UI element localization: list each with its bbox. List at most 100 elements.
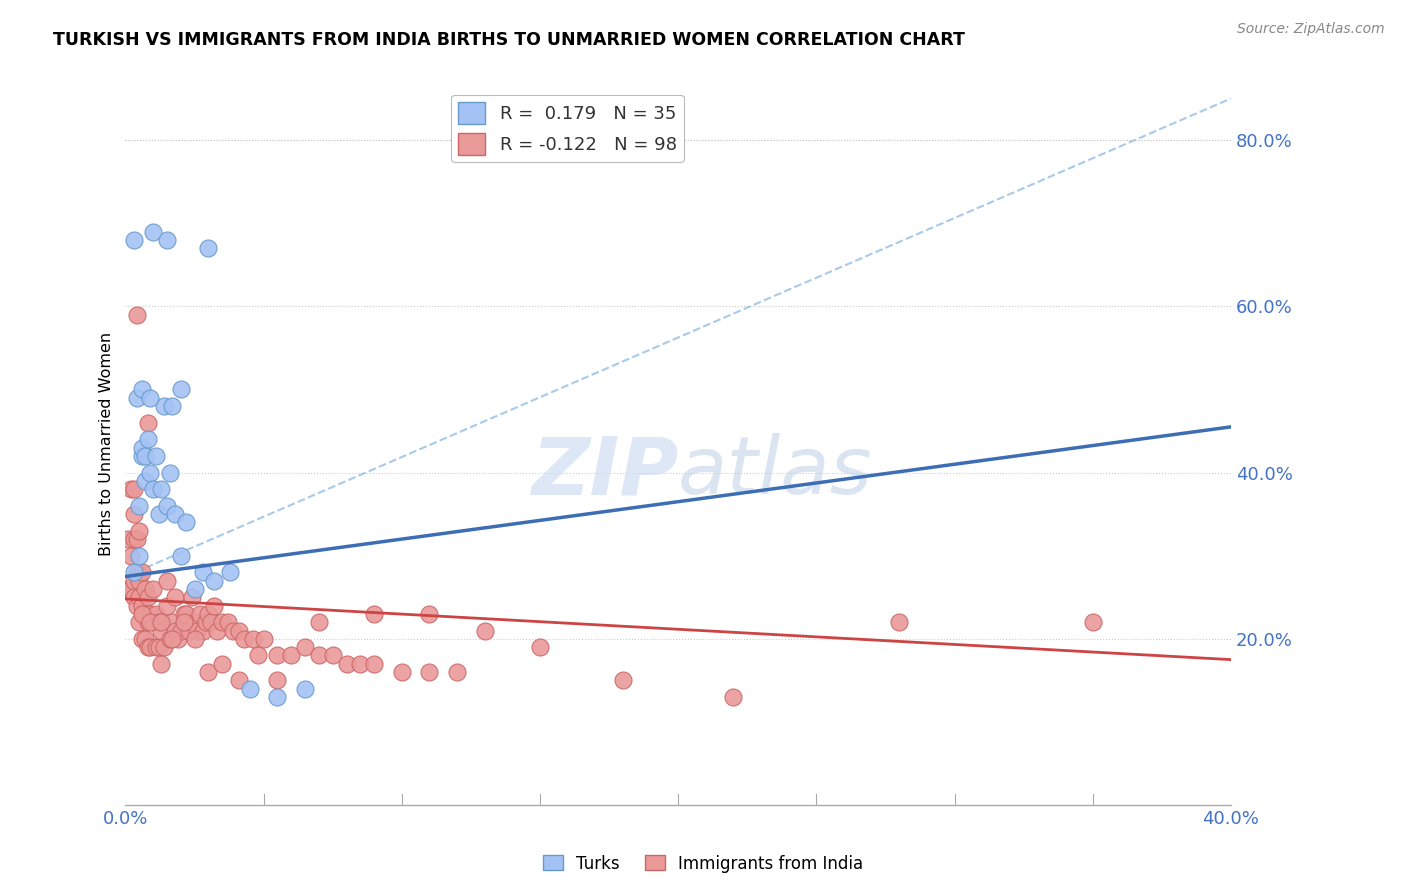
Point <box>162 615 184 630</box>
Point <box>120 582 142 596</box>
Point <box>150 482 173 496</box>
Point <box>308 615 330 630</box>
Point <box>122 507 145 521</box>
Point <box>142 225 165 239</box>
Point <box>280 648 302 663</box>
Point <box>294 640 316 654</box>
Point <box>131 599 153 613</box>
Point <box>162 399 184 413</box>
Point <box>219 566 242 580</box>
Point <box>150 624 173 638</box>
Point <box>242 632 264 646</box>
Text: ZIP: ZIP <box>531 434 678 511</box>
Point <box>253 632 276 646</box>
Point <box>142 482 165 496</box>
Point <box>335 657 357 671</box>
Point <box>156 574 179 588</box>
Point <box>145 607 167 621</box>
Point <box>156 499 179 513</box>
Point <box>202 599 225 613</box>
Point <box>183 582 205 596</box>
Point <box>294 681 316 696</box>
Point <box>139 466 162 480</box>
Point <box>177 624 200 638</box>
Point <box>136 591 159 605</box>
Point <box>159 632 181 646</box>
Point <box>145 449 167 463</box>
Point <box>170 549 193 563</box>
Text: TURKISH VS IMMIGRANTS FROM INDIA BIRTHS TO UNMARRIED WOMEN CORRELATION CHART: TURKISH VS IMMIGRANTS FROM INDIA BIRTHS … <box>53 31 966 49</box>
Point <box>134 582 156 596</box>
Text: atlas: atlas <box>678 434 873 511</box>
Point <box>349 657 371 671</box>
Point <box>134 607 156 621</box>
Point <box>125 599 148 613</box>
Point <box>188 607 211 621</box>
Point <box>173 607 195 621</box>
Point <box>125 532 148 546</box>
Point <box>136 416 159 430</box>
Point <box>197 607 219 621</box>
Point <box>156 233 179 247</box>
Point <box>363 657 385 671</box>
Point <box>128 549 150 563</box>
Point <box>228 673 250 688</box>
Point <box>211 615 233 630</box>
Point <box>266 648 288 663</box>
Point <box>197 665 219 679</box>
Point <box>191 624 214 638</box>
Point <box>217 615 239 630</box>
Point <box>180 591 202 605</box>
Point <box>183 615 205 630</box>
Point <box>233 632 256 646</box>
Point <box>202 574 225 588</box>
Point <box>446 665 468 679</box>
Point <box>131 383 153 397</box>
Point <box>120 482 142 496</box>
Text: Source: ZipAtlas.com: Source: ZipAtlas.com <box>1237 22 1385 37</box>
Point <box>134 632 156 646</box>
Point <box>139 640 162 654</box>
Point <box>125 391 148 405</box>
Point <box>148 615 170 630</box>
Point <box>117 582 139 596</box>
Point <box>165 591 187 605</box>
Point <box>128 524 150 538</box>
Point <box>122 532 145 546</box>
Point <box>150 615 173 630</box>
Point <box>889 615 911 630</box>
Point <box>122 591 145 605</box>
Point <box>247 648 270 663</box>
Point <box>200 615 222 630</box>
Point <box>136 615 159 630</box>
Point <box>142 615 165 630</box>
Point <box>142 582 165 596</box>
Point <box>308 648 330 663</box>
Point <box>148 507 170 521</box>
Point <box>156 599 179 613</box>
Legend: R =  0.179   N = 35, R = -0.122   N = 98: R = 0.179 N = 35, R = -0.122 N = 98 <box>451 95 685 162</box>
Point <box>170 383 193 397</box>
Point <box>122 566 145 580</box>
Point <box>148 640 170 654</box>
Point <box>131 566 153 580</box>
Point <box>125 566 148 580</box>
Point <box>167 632 190 646</box>
Point <box>120 549 142 563</box>
Point <box>145 640 167 654</box>
Point <box>153 399 176 413</box>
Point <box>612 673 634 688</box>
Point <box>211 657 233 671</box>
Point <box>474 624 496 638</box>
Point <box>136 433 159 447</box>
Point <box>391 665 413 679</box>
Point <box>122 482 145 496</box>
Point <box>153 640 176 654</box>
Point <box>122 574 145 588</box>
Point <box>186 624 208 638</box>
Point <box>205 624 228 638</box>
Y-axis label: Births to Unmarried Women: Births to Unmarried Women <box>100 332 114 556</box>
Point <box>165 507 187 521</box>
Point <box>418 607 440 621</box>
Point <box>197 241 219 255</box>
